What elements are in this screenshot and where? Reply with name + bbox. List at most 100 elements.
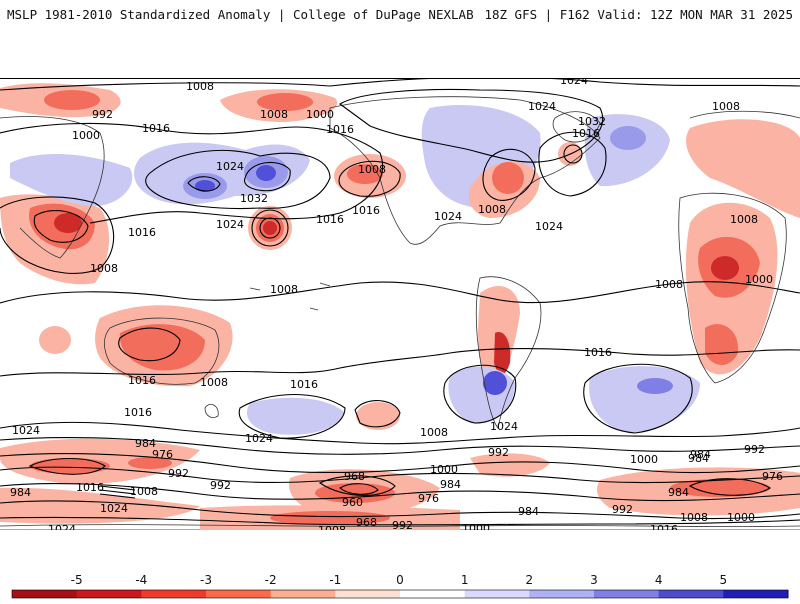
colorbar-outline: [11, 589, 789, 599]
neg-anomaly-antarctic-w: [0, 487, 200, 524]
isobar-label: 1008: [712, 100, 740, 113]
isobar-label: 1000: [630, 453, 658, 466]
isobar: [28, 458, 106, 475]
pos-anomaly-ne-asia: [10, 153, 133, 207]
neg-anomaly-southern-s-atl: [470, 453, 550, 477]
coastlines: [0, 96, 800, 527]
isobar-label: 1016: [584, 346, 612, 359]
isobar-label: 1008: [186, 80, 214, 93]
isobar-label: 984: [135, 437, 156, 450]
isobar: [0, 281, 800, 304]
isobar-label: 1008: [200, 376, 228, 389]
isobar-label: 1008: [90, 262, 118, 275]
isobar-label: 1008: [358, 163, 386, 176]
neg-anomaly-core: [54, 213, 82, 233]
isobar-label: 1008: [130, 485, 158, 498]
isobar-label: 1024: [12, 424, 40, 437]
colorbar-swatch: [594, 590, 660, 598]
isobar-label: 1016: [430, 528, 458, 530]
isobar-label: 1016: [142, 122, 170, 135]
isobar: [99, 485, 136, 499]
isobars: [0, 76, 800, 526]
neg-anomaly-core: [263, 221, 277, 235]
neg-anomaly-core: [128, 457, 172, 469]
isobar-label: 1016: [316, 213, 344, 226]
isobar: [443, 364, 517, 424]
north-america-coast: [329, 96, 601, 245]
isobar-label: 1016: [572, 127, 600, 140]
isobar: [259, 217, 281, 239]
pos-anomaly-core: [195, 180, 215, 192]
isobar-label: 976: [152, 448, 173, 461]
new-zealand-coast: [204, 403, 219, 418]
colorbar: -5 -4 -3 -2 -1 0 1 2 3 4 5: [0, 570, 800, 600]
isobar-label: 984: [10, 486, 31, 499]
isobar: [238, 394, 346, 439]
neg-anomaly-core: [257, 93, 313, 111]
neg-anomaly-europe: [686, 119, 800, 218]
isobar: [0, 516, 800, 526]
colorbar-swatch: [723, 590, 789, 598]
isobar-label: 1024: [100, 502, 128, 515]
neg-anomaly-core: [492, 162, 524, 194]
isobar-label: 1008: [420, 426, 448, 439]
map-title: MSLP 1981-2010 Standardized Anomaly | Co…: [7, 7, 474, 22]
isobar-label: 968: [344, 470, 365, 483]
isobar-label: 1016: [352, 204, 380, 217]
isobar-label: 1000: [745, 273, 773, 286]
eurasia-coast: [0, 110, 800, 259]
colorbar-swatch: [12, 590, 78, 598]
isobar-label: 1000: [430, 463, 458, 476]
neg-anomaly-core: [494, 332, 511, 375]
colorbar-swatches: [11, 589, 789, 599]
isobar: [0, 453, 800, 474]
isobar-label: 984: [518, 505, 539, 518]
isobar-label: 1008: [270, 283, 298, 296]
colorbar-swatch: [206, 590, 272, 598]
isobar-label: 984: [668, 486, 689, 499]
map-panel: 1008 992 1000 1016 1024 1032 1024 1016 1…: [0, 64, 800, 541]
isobar: [538, 131, 607, 197]
isobar-label: 1016: [326, 123, 354, 136]
colorbar-tick-label: 0: [396, 573, 404, 587]
isobar-label: 992: [744, 443, 765, 456]
isobar-label: 992: [488, 446, 509, 459]
isobar-label: 976: [762, 470, 783, 483]
neg-anomaly-core: [44, 90, 100, 110]
isobar: [0, 483, 800, 502]
isobar-label: 1008: [478, 203, 506, 216]
pos-anomaly-core: [256, 165, 276, 181]
neg-anomaly-core: [119, 324, 205, 371]
isobar-label: 992: [210, 479, 231, 492]
isobar: [338, 160, 401, 197]
isobar: [145, 149, 331, 210]
isobar-label: 1024: [434, 210, 462, 223]
isobar: [0, 500, 800, 520]
isobar-label: 984: [688, 452, 709, 465]
isobar: [0, 76, 800, 91]
isobar-label: 1016: [290, 378, 318, 391]
colorbar-tick-label: -2: [265, 573, 277, 587]
neg-anomaly-core: [270, 511, 390, 525]
isobar-label: 1016: [128, 374, 156, 387]
colorbar-tick-label: -5: [71, 573, 83, 587]
colorbar-graphic: -5 -4 -3 -2 -1 0 1 2 3 4 5: [11, 573, 789, 599]
isobar-label: 1008: [318, 524, 346, 530]
isobar-label: 1016: [124, 406, 152, 419]
colorbar-swatch: [270, 590, 336, 598]
isobar: [118, 327, 181, 362]
greenland-coast: [552, 111, 601, 143]
anomaly-shading: [0, 83, 800, 530]
isobar-label: 1032: [240, 192, 268, 205]
isobar: [339, 88, 604, 163]
isobar-label: 1016: [128, 226, 156, 239]
isobar-label: 992: [392, 519, 413, 530]
isobar-label: 1024: [560, 78, 588, 87]
pos-anomaly-s-indian: [589, 366, 700, 433]
isobar: [244, 161, 291, 192]
neg-anomaly-core: [711, 256, 739, 280]
pos-anomaly-core: [637, 378, 673, 394]
colorbar-swatch: [400, 590, 466, 598]
isobar: [0, 466, 800, 484]
africa-coast: [678, 192, 787, 384]
